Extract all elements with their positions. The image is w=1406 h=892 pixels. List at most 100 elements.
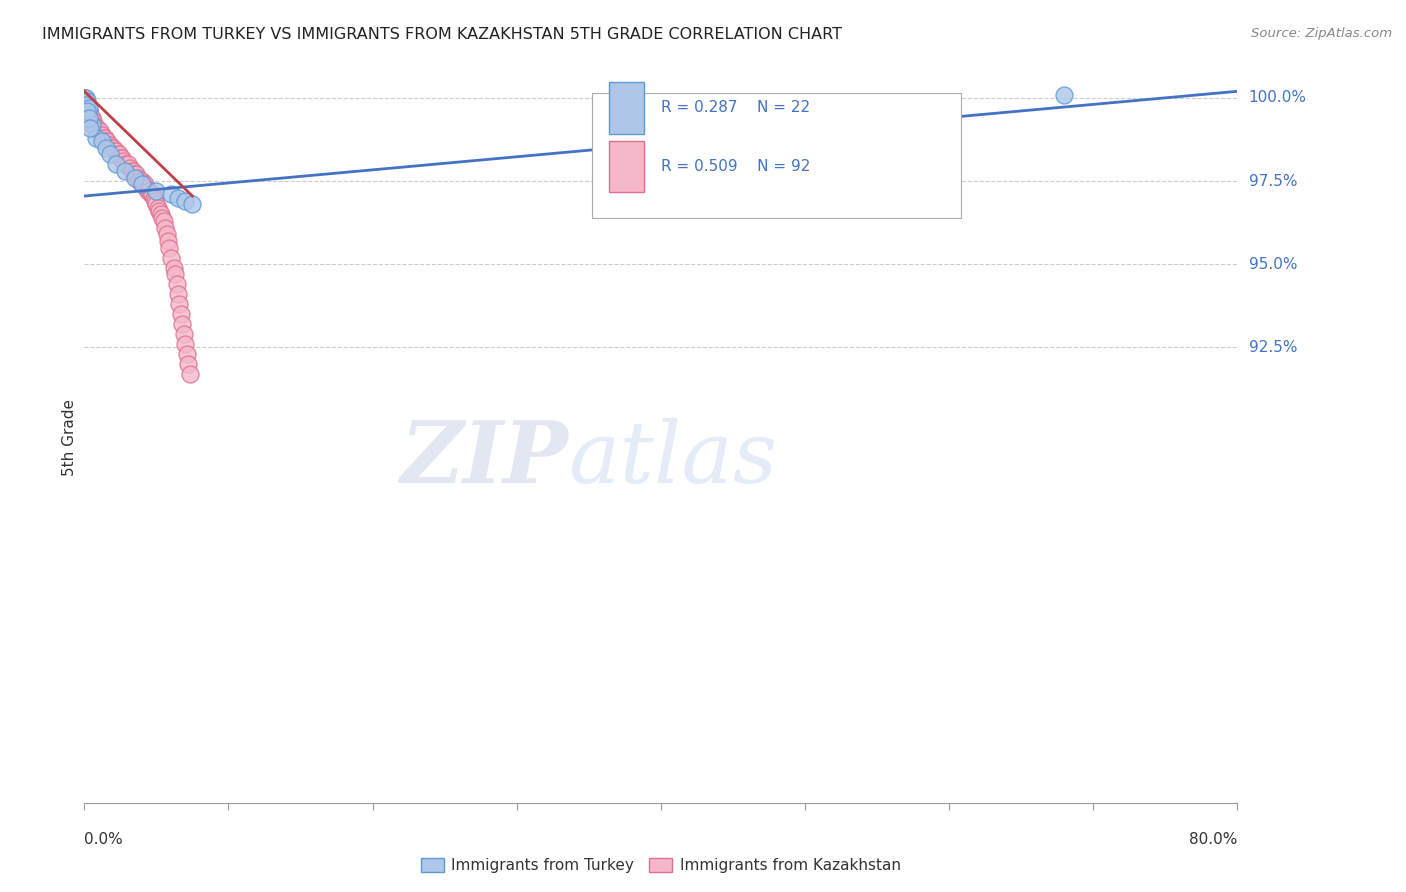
- Point: [155, 227, 177, 242]
- Point: [176, 347, 198, 361]
- Point: [163, 260, 186, 275]
- Point: [103, 141, 124, 155]
- Point: [173, 326, 195, 341]
- Point: [160, 251, 183, 265]
- Point: [111, 151, 134, 165]
- Point: [80, 114, 103, 128]
- Point: [105, 144, 128, 158]
- Point: [84, 131, 107, 145]
- Point: [131, 178, 153, 192]
- Point: [150, 211, 173, 225]
- Text: 95.0%: 95.0%: [1249, 257, 1298, 272]
- Point: [75, 95, 97, 109]
- Point: [131, 174, 153, 188]
- Point: [107, 147, 129, 161]
- Point: [84, 120, 107, 135]
- Point: [112, 154, 135, 169]
- Point: [75, 91, 97, 105]
- Point: [86, 120, 108, 135]
- Point: [73, 91, 96, 105]
- Point: [77, 104, 100, 119]
- Point: [169, 297, 191, 311]
- Point: [174, 337, 197, 351]
- Point: [143, 194, 166, 208]
- Point: [76, 95, 98, 109]
- Point: [125, 168, 148, 182]
- Point: [89, 124, 111, 138]
- Point: [80, 118, 103, 132]
- Point: [80, 111, 103, 125]
- Point: [174, 194, 197, 208]
- Point: [79, 111, 101, 125]
- Point: [153, 220, 176, 235]
- Point: [138, 184, 160, 198]
- Point: [149, 207, 172, 221]
- Point: [79, 107, 101, 121]
- Point: [76, 104, 98, 119]
- Point: [139, 187, 162, 202]
- Point: [83, 118, 105, 132]
- Point: [136, 184, 159, 198]
- Point: [75, 97, 97, 112]
- Point: [148, 204, 170, 219]
- Text: 92.5%: 92.5%: [1249, 340, 1298, 355]
- Point: [121, 164, 143, 178]
- Point: [110, 151, 132, 165]
- Point: [73, 91, 96, 105]
- Point: [124, 170, 146, 185]
- Point: [79, 120, 101, 135]
- Point: [104, 144, 127, 158]
- Point: [77, 107, 100, 121]
- Point: [75, 97, 97, 112]
- Point: [141, 187, 163, 202]
- Text: atlas: atlas: [568, 417, 778, 500]
- Text: R = 0.509    N = 92: R = 0.509 N = 92: [661, 159, 810, 174]
- Point: [135, 180, 157, 194]
- Bar: [609, 141, 644, 192]
- Text: Source: ZipAtlas.com: Source: ZipAtlas.com: [1251, 27, 1392, 40]
- Point: [152, 214, 174, 228]
- Text: 97.5%: 97.5%: [1249, 174, 1298, 188]
- Point: [77, 104, 100, 119]
- Bar: [592, 94, 960, 218]
- Point: [97, 137, 120, 152]
- Point: [179, 367, 201, 381]
- Point: [73, 95, 96, 109]
- Point: [90, 128, 112, 142]
- Point: [75, 101, 97, 115]
- Point: [170, 307, 193, 321]
- Point: [75, 97, 97, 112]
- Text: 100.0%: 100.0%: [1249, 90, 1306, 105]
- Point: [145, 197, 167, 211]
- Text: IMMIGRANTS FROM TURKEY VS IMMIGRANTS FROM KAZAKHSTAN 5TH GRADE CORRELATION CHART: IMMIGRANTS FROM TURKEY VS IMMIGRANTS FRO…: [42, 27, 842, 42]
- Point: [76, 104, 98, 119]
- Point: [167, 191, 190, 205]
- Point: [77, 111, 100, 125]
- Point: [132, 178, 155, 192]
- Point: [75, 95, 97, 109]
- Point: [76, 101, 98, 115]
- Text: 0.0%: 0.0%: [84, 832, 124, 847]
- Point: [77, 101, 100, 115]
- Point: [177, 357, 200, 371]
- Point: [134, 178, 156, 192]
- Point: [105, 157, 128, 171]
- Y-axis label: 5th Grade: 5th Grade: [62, 399, 77, 475]
- Point: [142, 191, 165, 205]
- Point: [73, 91, 96, 105]
- Point: [127, 170, 149, 185]
- Point: [114, 164, 136, 178]
- Point: [122, 164, 145, 178]
- Point: [146, 201, 169, 215]
- Text: 80.0%: 80.0%: [1189, 832, 1237, 847]
- Point: [93, 131, 115, 145]
- Point: [166, 277, 188, 292]
- Legend: Immigrants from Turkey, Immigrants from Kazakhstan: Immigrants from Turkey, Immigrants from …: [415, 852, 907, 880]
- Point: [120, 161, 142, 175]
- Text: R = 0.287    N = 22: R = 0.287 N = 22: [661, 101, 810, 115]
- Point: [73, 95, 96, 109]
- Point: [165, 267, 187, 281]
- Point: [73, 91, 96, 105]
- Point: [145, 184, 167, 198]
- Point: [90, 134, 112, 148]
